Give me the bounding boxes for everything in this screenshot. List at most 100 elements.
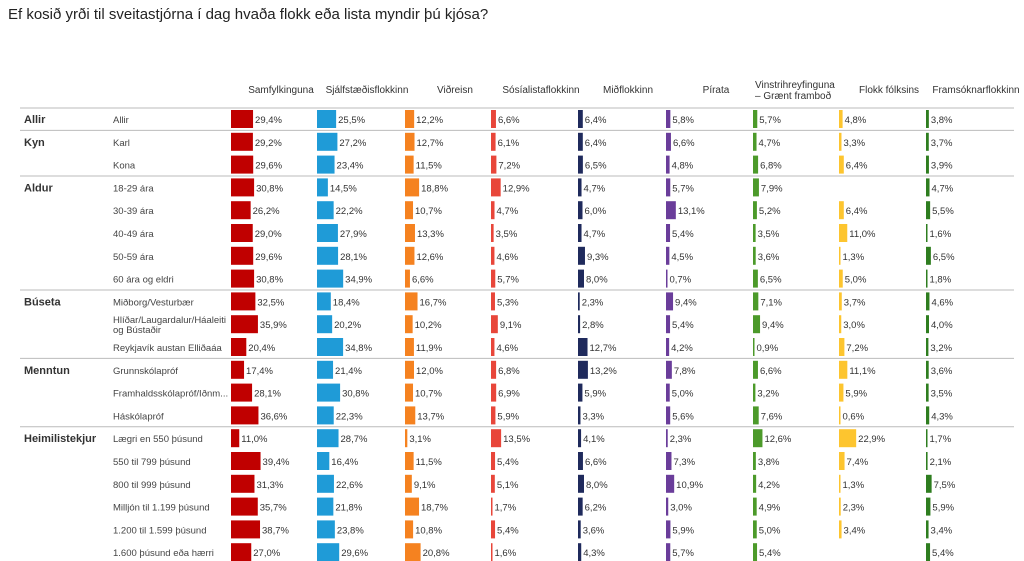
data-label: 6,4% xyxy=(846,161,868,172)
data-label: 4,3% xyxy=(931,411,953,422)
bar xyxy=(231,155,254,174)
bar xyxy=(578,315,581,334)
data-label: 6,6% xyxy=(760,366,782,377)
bar xyxy=(839,292,842,311)
bar xyxy=(753,383,756,402)
data-label: 3,3% xyxy=(843,138,865,149)
data-label: 5,0% xyxy=(672,389,694,400)
data-label: 39,4% xyxy=(263,457,290,468)
data-label: 3,5% xyxy=(758,229,780,240)
data-label: 12,0% xyxy=(416,366,443,377)
data-label: 18,8% xyxy=(421,183,448,194)
data-label: 5,0% xyxy=(845,275,867,286)
bar xyxy=(491,269,496,288)
bar xyxy=(666,224,671,242)
data-label: 22,3% xyxy=(336,411,363,422)
row-label: Hlíðar/Laugardalur/Háaleiti xyxy=(113,315,226,326)
data-label: 3,6% xyxy=(931,366,953,377)
bar xyxy=(578,269,584,288)
data-label: 20,8% xyxy=(423,548,450,559)
data-label: 13,7% xyxy=(417,411,444,422)
row-label: Reykjavík austan Elliðaáa xyxy=(113,343,222,354)
bar xyxy=(317,132,338,151)
bar xyxy=(926,452,928,470)
data-label: 12,6% xyxy=(764,434,791,445)
data-label: 5,7% xyxy=(672,183,694,194)
data-label: 29,2% xyxy=(255,138,282,149)
bar xyxy=(926,292,930,311)
bar xyxy=(926,110,929,128)
bar xyxy=(405,383,414,402)
row-label: 60 ára og eldri xyxy=(113,275,174,286)
bar xyxy=(317,338,344,356)
group-label: Kyn xyxy=(24,137,45,149)
data-label: 4,2% xyxy=(671,343,693,354)
bar xyxy=(317,383,341,402)
bar xyxy=(405,224,415,242)
bar xyxy=(839,269,843,288)
data-label: 2,1% xyxy=(930,457,952,468)
data-label: 6,5% xyxy=(933,252,955,263)
bar xyxy=(926,520,929,539)
data-label: 5,9% xyxy=(932,503,954,514)
bar xyxy=(231,406,259,425)
bar xyxy=(231,497,258,516)
bar xyxy=(926,338,929,356)
data-label: 6,6% xyxy=(585,457,607,468)
bar xyxy=(231,474,255,493)
bar xyxy=(405,132,415,151)
bar xyxy=(926,360,929,379)
row-label: 50-59 ára xyxy=(113,252,154,263)
data-label: 6,4% xyxy=(585,115,607,126)
data-label: 9,4% xyxy=(675,297,697,308)
data-label: 21,4% xyxy=(335,366,362,377)
bar xyxy=(317,520,335,539)
bar xyxy=(491,110,496,128)
data-label: 6,4% xyxy=(585,138,607,149)
bar xyxy=(578,383,583,402)
bar xyxy=(753,292,759,311)
data-label: 12,7% xyxy=(417,138,444,149)
bar xyxy=(839,497,841,516)
bar xyxy=(926,406,930,425)
data-label: 10,8% xyxy=(415,525,442,536)
data-label: 6,9% xyxy=(498,389,520,400)
data-label: 6,2% xyxy=(585,503,607,514)
bar xyxy=(753,132,757,151)
bar xyxy=(666,246,670,265)
bar xyxy=(578,497,583,516)
data-label: 21,8% xyxy=(335,503,362,514)
bar xyxy=(578,452,583,470)
row-label: Milljón til 1.199 þúsund xyxy=(113,503,210,514)
bar xyxy=(578,543,582,561)
data-label: 2,8% xyxy=(582,320,604,331)
data-label: 13,5% xyxy=(503,434,530,445)
bar xyxy=(753,315,761,334)
bar xyxy=(578,224,582,242)
data-label: 4,7% xyxy=(584,229,606,240)
bar xyxy=(578,360,588,379)
bar xyxy=(578,246,585,265)
data-label: 4,6% xyxy=(931,297,953,308)
data-label: 14,5% xyxy=(330,183,357,194)
bar xyxy=(491,338,495,356)
data-label: 7,9% xyxy=(761,183,783,194)
data-label: 27,2% xyxy=(339,138,366,149)
data-label: 16,7% xyxy=(420,297,447,308)
bar xyxy=(666,269,668,288)
data-label: 30,8% xyxy=(256,183,283,194)
bar xyxy=(578,292,580,311)
bar xyxy=(317,474,334,493)
bar xyxy=(578,338,588,356)
bar xyxy=(317,292,331,311)
series-header: Sósíalistaflokkinn xyxy=(502,85,579,96)
group-label: Allir xyxy=(24,114,46,126)
data-label: 5,5% xyxy=(932,206,954,217)
bar xyxy=(666,452,672,470)
bar xyxy=(317,360,334,379)
bar xyxy=(491,360,497,379)
data-label: 1,8% xyxy=(930,275,952,286)
bar xyxy=(317,201,334,220)
data-label: 4,5% xyxy=(671,252,693,263)
